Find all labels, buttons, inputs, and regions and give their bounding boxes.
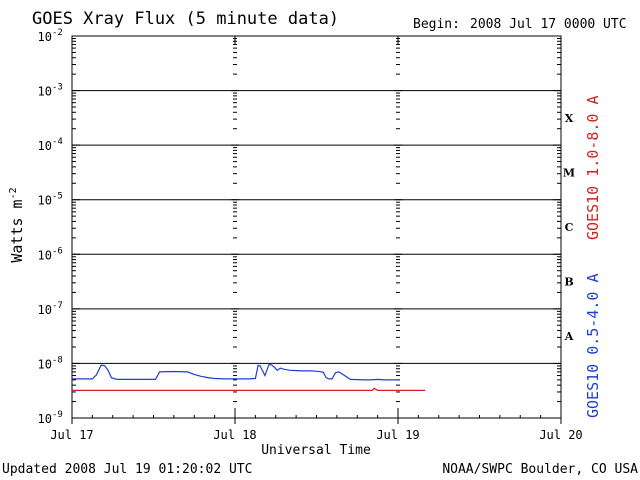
x-tick-label: Jul 17 bbox=[50, 428, 93, 442]
flare-class-label: M bbox=[563, 166, 575, 179]
credit-footer: NOAA/SWPC Boulder, CO USA bbox=[442, 462, 638, 477]
y-tick-exponent: -6 bbox=[52, 246, 63, 256]
series-line-short-channel bbox=[72, 363, 398, 381]
y-tick-label: 10 bbox=[38, 139, 52, 153]
y-tick-base: 10 bbox=[38, 248, 52, 262]
y-tick-exponent: -8 bbox=[52, 355, 63, 365]
x-tick-label: Jul 19 bbox=[376, 428, 419, 442]
y-axis-label: Watts m-2 bbox=[8, 187, 26, 262]
flare-class-label: X bbox=[565, 112, 574, 125]
y-tick-base: 10 bbox=[38, 303, 52, 317]
y-tick-label: 10 bbox=[38, 412, 52, 426]
series-line-long-channel bbox=[72, 387, 426, 391]
y-tick-label: 10 bbox=[38, 194, 52, 208]
y-tick-label: 10 bbox=[38, 30, 52, 44]
plot-frame bbox=[71, 35, 562, 419]
y-tick-exponent: -4 bbox=[52, 137, 63, 147]
y-tick-exponent: -9 bbox=[52, 410, 63, 420]
y-tick-exponent: -5 bbox=[52, 192, 63, 202]
x-axis-label: Universal Time bbox=[261, 443, 371, 458]
y-tick-exponent: -3 bbox=[52, 83, 63, 93]
y-tick-base: 10 bbox=[38, 194, 52, 208]
y-tick-base: 10 bbox=[38, 357, 52, 371]
flare-class-label: C bbox=[565, 221, 574, 234]
y-tick-base: 10 bbox=[38, 85, 52, 99]
y-tick-base: 10 bbox=[38, 412, 52, 426]
y-axis-label-text: Watts m bbox=[8, 199, 26, 262]
y-tick-exponent: -2 bbox=[52, 28, 63, 38]
begin-label: Begin: bbox=[413, 17, 460, 32]
x-tick-label: Jul 20 bbox=[539, 428, 582, 442]
x-tick-label: Jul 18 bbox=[213, 428, 256, 442]
legend-red-series: GOES10 1.0-8.0 A bbox=[584, 96, 602, 241]
y-tick-label: 10 bbox=[38, 303, 52, 317]
y-tick-base: 10 bbox=[38, 139, 52, 153]
legend-blue-series: GOES10 0.5-4.0 A bbox=[584, 274, 602, 419]
updated-footer: Updated 2008 Jul 19 01:20:02 UTC bbox=[2, 462, 252, 477]
y-tick-exponent: -7 bbox=[52, 301, 63, 311]
y-tick-label: 10 bbox=[38, 248, 52, 262]
chart-title: GOES Xray Flux (5 minute data) bbox=[32, 9, 339, 29]
y-tick-label: 10 bbox=[38, 85, 52, 99]
flare-class-label: A bbox=[564, 330, 574, 343]
y-tick-base: 10 bbox=[38, 30, 52, 44]
flare-class-label: B bbox=[564, 276, 573, 289]
plot-area: Jul 17 Jul 18 Jul 19 Jul 2010-210-310-410-5… bbox=[38, 28, 583, 442]
y-tick-label: 10 bbox=[38, 357, 52, 371]
begin-value: 2008 Jul 17 0000 UTC bbox=[470, 17, 627, 32]
y-axis-label-sup: -2 bbox=[8, 187, 19, 199]
